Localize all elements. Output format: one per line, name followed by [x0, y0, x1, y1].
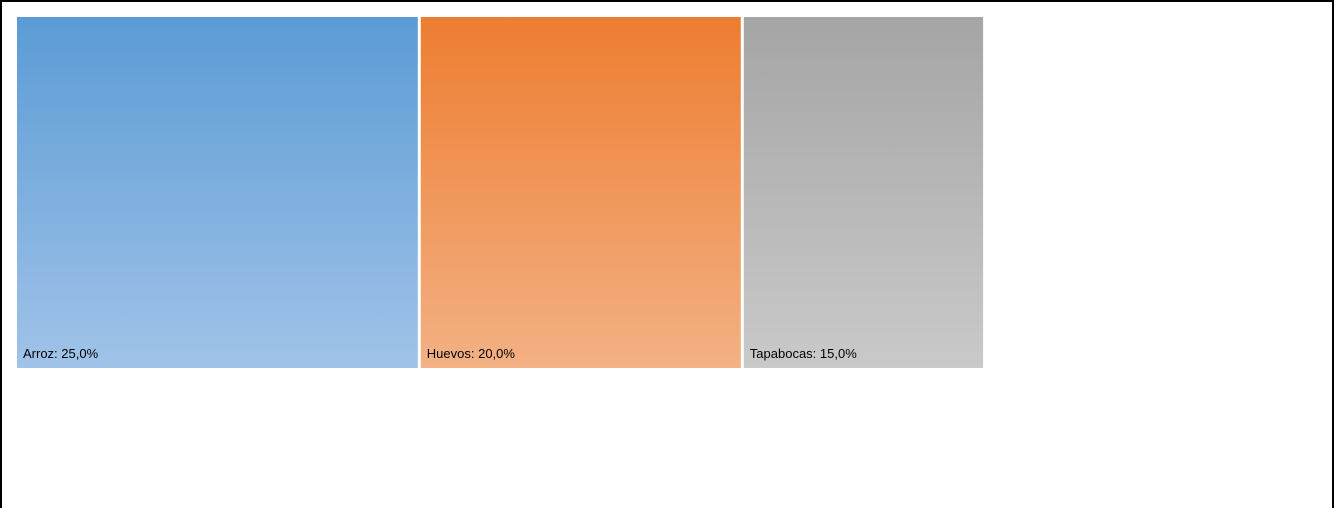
tile-arroz — [17, 17, 418, 368]
tile-label-arroz: Arroz: 25,0% — [23, 346, 99, 361]
tile-label-tapabocas: Tapabocas: 15,0% — [750, 346, 857, 361]
title-stroke-3 — [1248, 0, 1254, 1]
title-stroke-1 — [148, 0, 158, 1]
tile-label-huevos: Huevos: 20,0% — [427, 346, 516, 361]
tile-huevos — [420, 17, 741, 368]
treemap-tiles: Arroz: 25,0% Huevos: 20,0% Tapabocas: 15,0… — [17, 17, 984, 368]
tile-tapabocas — [743, 17, 984, 368]
title-stroke-2 — [1193, 0, 1201, 1]
